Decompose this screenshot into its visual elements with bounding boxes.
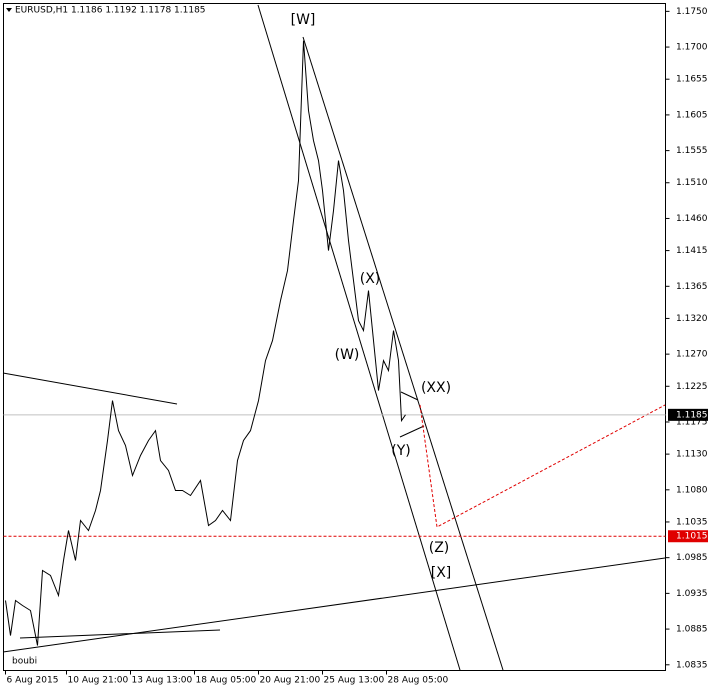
y-tick-label: 1.1605 (676, 110, 708, 120)
trend-line (2, 557, 666, 653)
chart-title: EURUSD,H1 1.1186 1.1192 1.1178 1.1185 (15, 6, 206, 16)
x-tick-label: 20 Aug 21:00 (260, 676, 321, 686)
y-tick-label: 1.1130 (676, 450, 708, 460)
plot-frame (3, 3, 666, 671)
projection-line (419, 404, 666, 528)
x-tick-label: 18 Aug 05:00 (196, 676, 257, 686)
y-tick-label: 1.0985 (676, 553, 708, 563)
wave-label: (W) (335, 347, 360, 363)
trend-line (302, 36, 504, 671)
wave-label: (X) (360, 271, 381, 287)
y-tick-label: 1.0885 (676, 625, 708, 635)
drawn-objects (2, 4, 666, 671)
footer: boubi (12, 657, 37, 667)
y-tick-label: 1.1415 (676, 246, 708, 256)
y-tick-label: 1.1510 (676, 178, 708, 188)
y-tick-label: 1.1700 (676, 43, 708, 53)
price-line-series (5, 40, 406, 646)
wave-label: (Y) (391, 443, 410, 459)
y-tick-label: 1.1270 (676, 350, 708, 360)
price-label: 1.1185 (676, 410, 708, 420)
title-arrow (6, 8, 12, 12)
price-label-box (668, 408, 708, 421)
y-tick-label: 1.1175 (676, 417, 708, 427)
trend-line (19, 629, 221, 639)
wave-label: (XX) (421, 380, 451, 396)
price-label-box (668, 530, 708, 543)
x-tick-label: 25 Aug 13:00 (324, 676, 385, 686)
x-tick-label: 13 Aug 13:00 (132, 676, 193, 686)
wave-label: (Z) (429, 540, 450, 556)
wave-label: [X] (431, 565, 452, 581)
wave-label: [W] (291, 12, 316, 28)
trend-line (257, 4, 461, 671)
y-tick-label: 1.1555 (676, 146, 708, 156)
y-tick-label: 1.1225 (676, 382, 708, 392)
x-tick-label: 6 Aug 2015 (7, 676, 59, 686)
y-tick-label: 1.0935 (676, 589, 708, 599)
trend-line (2, 372, 178, 405)
y-tick-label: 1.1460 (676, 214, 708, 224)
y-tick-label: 1.1750 (676, 7, 708, 17)
x-tick-label: 28 Aug 05:00 (388, 676, 449, 686)
y-tick-label: 1.1655 (676, 75, 708, 85)
price-label: 1.1015 (676, 532, 708, 542)
trend-line (399, 425, 425, 438)
y-tick-label: 1.1320 (676, 314, 708, 324)
x-tick-label: 10 Aug 21:00 (68, 676, 129, 686)
y-tick-label: 1.1080 (676, 485, 708, 495)
y-tick-label: 1.1365 (676, 282, 708, 292)
y-tick-label: 1.1035 (676, 517, 708, 527)
trend-line (400, 391, 419, 401)
y-tick-label: 1.0835 (676, 660, 708, 670)
